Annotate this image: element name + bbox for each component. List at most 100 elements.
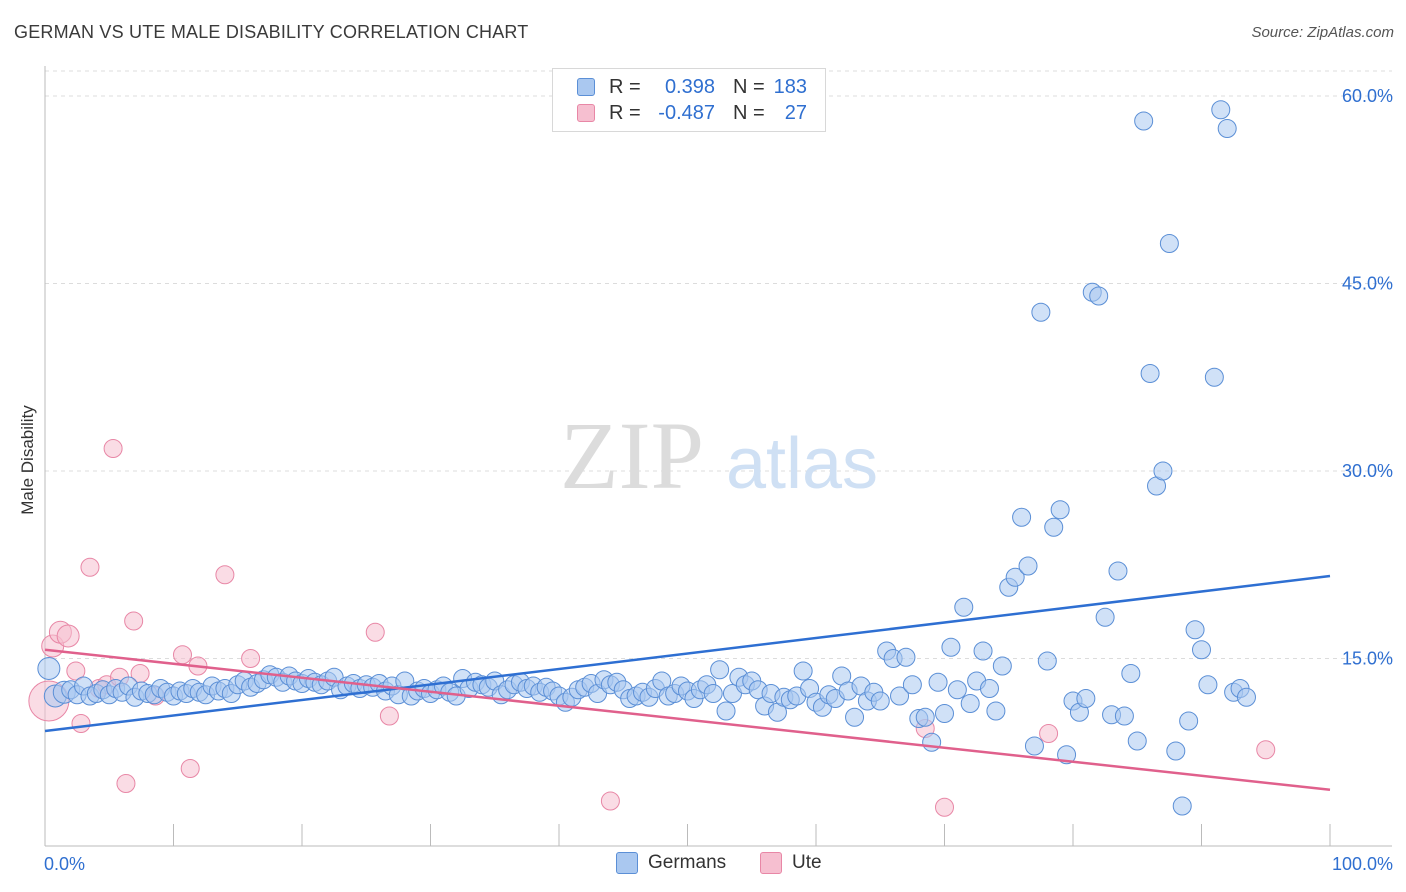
ute-point [124,611,144,631]
german-point [1153,461,1173,481]
german-point [716,701,736,721]
legend-r-label: R = [609,75,641,98]
legend-swatch-ute [577,104,595,122]
german-point [1012,507,1032,527]
german-point [1159,234,1179,253]
german-point [890,686,910,706]
german-point [1192,640,1211,660]
source-credit: Source: ZipAtlas.com [1251,24,1394,41]
legend-n-label: N = [733,75,765,98]
german-point [941,637,961,657]
german-point [793,661,813,681]
german-point [37,657,61,680]
y-tick-label: 60.0% [1342,86,1393,106]
german-point [947,680,967,700]
ute-point [103,439,123,458]
ute-point [241,649,261,668]
german-point [960,694,980,713]
legend-row-germans: R = 0.398 N = 183 [577,75,807,99]
german-point [915,707,935,727]
german-point [1114,706,1134,726]
german-point [1050,500,1070,520]
german-point [979,679,999,698]
german-point [1076,689,1096,708]
ute-point [365,622,385,642]
german-point [1089,286,1109,306]
ute-point [1256,740,1276,760]
y-tick-label: 30.0% [1342,461,1393,481]
legend-swatch-ute [760,852,782,874]
german-point [1031,302,1051,322]
german-point [1217,119,1237,138]
german-point [1211,100,1231,120]
german-point [1044,517,1064,537]
ute-point [172,645,192,665]
german-point [1024,736,1044,756]
german-point [870,691,890,711]
ute-point [600,791,620,811]
german-trend-line [44,574,1331,733]
legend-row-ute: R = -0.487 N = 27 [577,101,807,125]
legend-label-germans: Germans [648,852,727,873]
ute-point [379,706,399,726]
legend-n-label: N = [733,101,765,124]
x-tick-label: 0.0% [44,854,85,874]
german-point [1127,731,1147,751]
series-legend: Germans Ute [0,852,1406,878]
german-point [1005,567,1025,587]
german-point [922,732,942,752]
ute-point [215,565,235,585]
german-point [1172,796,1192,816]
legend-r-value: 0.398 [664,75,715,98]
german-point [935,704,954,723]
legend-swatch-germans [577,78,595,96]
tick-labels: 15.0% 30.0% 45.0% 60.0% 0.0% 100.0% [44,86,1393,874]
y-tick-label: 45.0% [1342,274,1393,294]
ute-point [180,759,200,778]
german-point [1121,664,1141,683]
ute-point [56,624,80,648]
german-point [845,707,865,727]
german-point [928,672,948,692]
legend-swatch-germans [616,852,638,874]
ute-trend-line [44,648,1331,791]
german-point [1185,620,1205,640]
german-point [954,597,974,617]
german-point [1018,556,1038,576]
ute-point [71,714,91,733]
german-point [1140,364,1160,383]
legend-item-ute[interactable]: Ute [760,852,822,874]
german-point [1057,745,1077,765]
legend-label-ute: Ute [792,852,822,873]
watermark-zip: ZIP [560,402,704,509]
german-point [1108,561,1128,581]
watermark-atlas: atlas [726,424,878,504]
y-tick-label: 15.0% [1342,649,1393,669]
german-point [902,675,922,695]
german-point [703,684,723,703]
ute-point [66,661,86,681]
legend-item-germans[interactable]: Germans [616,852,726,874]
german-point [1037,651,1057,671]
x-tick-label: 100.0% [1332,854,1393,874]
legend-n-value: 27 [784,101,807,124]
legend-r-label: R = [609,101,641,124]
trend-lines [44,574,1331,791]
grid-lines [45,70,1392,659]
german-point [1236,687,1256,707]
legend-r-value: -0.487 [658,101,715,124]
german-point [992,656,1012,676]
german-points [37,100,1256,816]
ute-point [80,557,100,577]
correlation-legend: R = 0.398 N = 183 R = -0.487 N = 27 [552,68,826,132]
ute-point [1039,724,1059,743]
chart-title: GERMAN VS UTE MALE DISABILITY CORRELATIO… [14,22,529,42]
german-point [1198,675,1218,695]
german-point [973,641,993,661]
german-point [1179,711,1199,731]
legend-n-value: 183 [773,75,807,98]
german-point [1166,741,1186,761]
german-point [1204,367,1224,387]
german-point [986,701,1006,721]
